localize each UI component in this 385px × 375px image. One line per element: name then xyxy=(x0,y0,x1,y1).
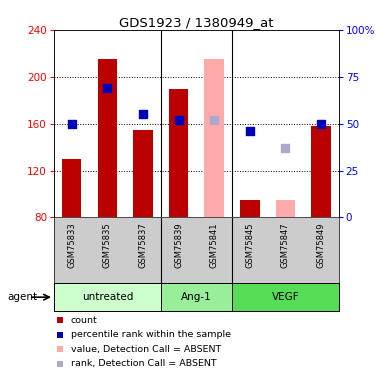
Point xyxy=(247,128,253,134)
Text: count: count xyxy=(71,316,98,325)
Point xyxy=(57,361,63,367)
Point xyxy=(282,145,288,151)
Text: GSM75835: GSM75835 xyxy=(103,223,112,268)
Text: VEGF: VEGF xyxy=(271,292,299,302)
Text: GSM75847: GSM75847 xyxy=(281,223,290,268)
Point xyxy=(57,317,63,323)
Text: GSM75833: GSM75833 xyxy=(67,223,76,268)
Text: GSM75837: GSM75837 xyxy=(139,223,147,268)
Text: rank, Detection Call = ABSENT: rank, Detection Call = ABSENT xyxy=(71,360,217,369)
Bar xyxy=(276,200,295,217)
Title: GDS1923 / 1380949_at: GDS1923 / 1380949_at xyxy=(119,16,274,29)
Text: percentile rank within the sample: percentile rank within the sample xyxy=(71,330,231,339)
Text: Ang-1: Ang-1 xyxy=(181,292,212,302)
Bar xyxy=(97,59,117,217)
Text: value, Detection Call = ABSENT: value, Detection Call = ABSENT xyxy=(71,345,221,354)
Text: agent: agent xyxy=(8,292,38,302)
Point xyxy=(318,121,324,127)
Point xyxy=(140,111,146,117)
Bar xyxy=(161,283,232,311)
Text: GSM75841: GSM75841 xyxy=(210,223,219,268)
Text: GSM75839: GSM75839 xyxy=(174,223,183,268)
Text: GSM75845: GSM75845 xyxy=(245,223,254,268)
Point xyxy=(57,346,63,352)
Point xyxy=(69,121,75,127)
Bar xyxy=(133,130,153,218)
Text: GSM75849: GSM75849 xyxy=(316,223,325,268)
Bar xyxy=(204,59,224,217)
Bar xyxy=(62,159,82,218)
Point xyxy=(211,117,217,123)
Bar xyxy=(54,283,161,311)
Bar xyxy=(311,126,331,218)
Bar xyxy=(240,200,259,217)
Point xyxy=(176,117,182,123)
Text: untreated: untreated xyxy=(82,292,133,302)
Bar xyxy=(232,283,339,311)
Bar xyxy=(169,88,188,218)
Point xyxy=(57,332,63,338)
Point xyxy=(104,85,110,91)
